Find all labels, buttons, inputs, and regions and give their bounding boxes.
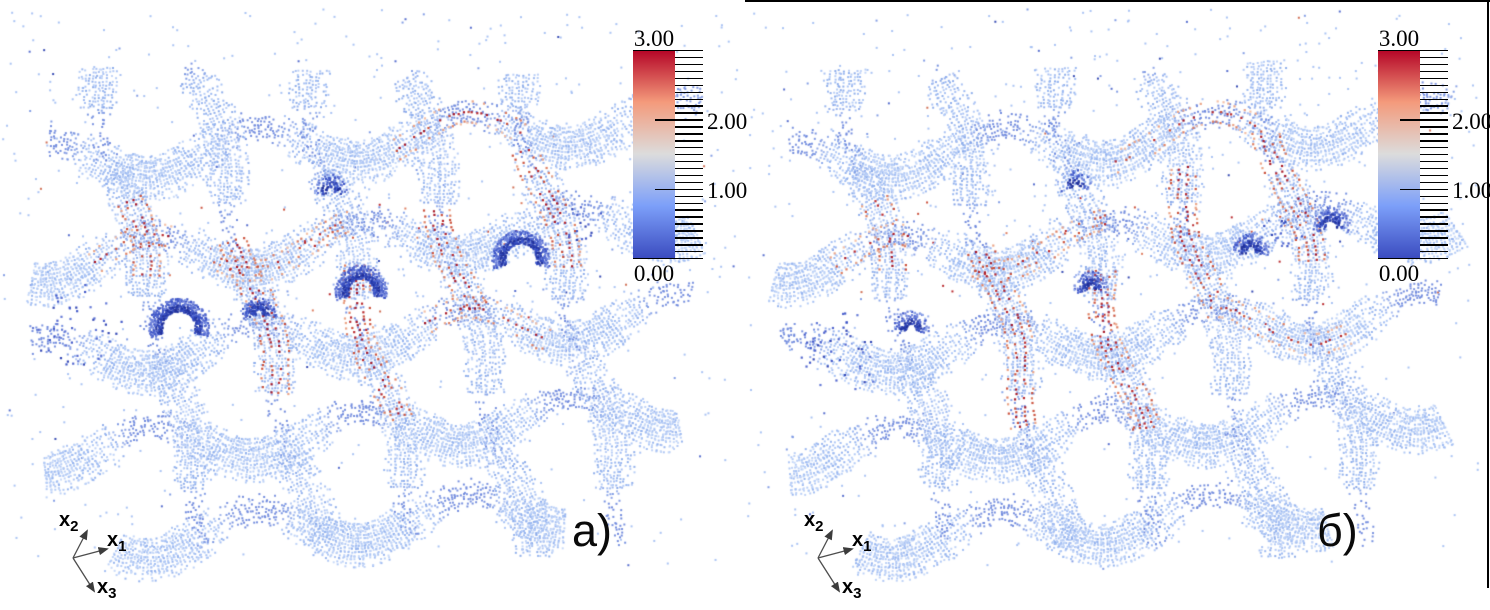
colorbar-minor-tick: [675, 154, 703, 156]
colorbar-b: 3.00 2.00 1.00 0.00: [1378, 27, 1490, 285]
axis-x2-arrow: [72, 529, 88, 559]
colorbar-major-tick: [1378, 50, 1448, 52]
colorbar-minor-tick: [1420, 91, 1448, 93]
colorbar-minor-tick: [675, 160, 703, 163]
colorbar-minor-tick: [1420, 126, 1448, 128]
colorbar-minor-tick: [1420, 202, 1448, 204]
colorbar-major-tick: [655, 188, 703, 191]
colorbar-minor-tick: [1420, 251, 1448, 253]
colorbar-gradient: [1378, 50, 1420, 258]
colorbar-minor-tick: [675, 209, 703, 211]
colorbar-minor-tick: [1420, 244, 1448, 246]
colorbar-minor-tick: [1420, 167, 1448, 170]
colorbar-minor-tick: [1420, 63, 1448, 66]
colorbar-minor-tick: [1420, 77, 1448, 80]
colorbar-gradient: [633, 50, 675, 258]
axis-x3-label: x3: [97, 576, 116, 602]
colorbar-minor-tick: [1420, 237, 1448, 239]
colorbar-label-2: 2.00: [707, 109, 748, 134]
colorbar-minor-tick: [675, 251, 703, 253]
colorbar-minor-tick: [1420, 112, 1448, 114]
colorbar-label-2: 2.00: [1452, 109, 1490, 134]
particle-cloud-a: [0, 0, 745, 610]
colorbar-minor-tick: [675, 133, 703, 135]
colorbar-minor-tick: [1420, 133, 1448, 135]
colorbar-major-tick: [1378, 258, 1448, 260]
colorbar-minor-tick: [675, 56, 703, 59]
panel-a: 3.00 2.00 1.00 0.00 x2 x1 x3 а): [0, 0, 747, 610]
colorbar-label-min: 0.00: [1378, 261, 1420, 286]
colorbar-minor-tick: [675, 77, 703, 80]
colorbar-minor-tick: [1420, 160, 1448, 163]
colorbar-minor-tick: [675, 126, 703, 128]
colorbar-minor-tick: [1420, 230, 1448, 232]
axis-x1-label: x1: [107, 529, 126, 555]
colorbar-minor-tick: [1420, 216, 1448, 218]
colorbar-minor-tick: [1420, 195, 1448, 197]
colorbar-a: 3.00 2.00 1.00 0.00: [633, 27, 747, 285]
colorbar-minor-tick: [675, 70, 703, 73]
colorbar-minor-tick: [675, 167, 703, 170]
colorbar-minor-tick: [675, 112, 703, 114]
colorbar-minor-tick: [1420, 174, 1448, 177]
colorbar-minor-tick: [675, 147, 703, 149]
colorbar-minor-tick: [675, 230, 703, 232]
colorbar-label-1: 1.00: [707, 178, 748, 203]
colorbar-label-1: 1.00: [1452, 178, 1490, 203]
colorbar-minor-tick: [1420, 223, 1448, 225]
colorbar-major-tick: [1400, 119, 1448, 121]
axis-triad-b: x2 x1 x3: [804, 509, 871, 602]
axis-x1-arrow: [72, 547, 109, 559]
particle-cloud-b: [745, 0, 1490, 610]
colorbar-minor-tick: [675, 91, 703, 93]
colorbar-minor-tick: [1420, 147, 1448, 149]
colorbar-label-min: 0.00: [633, 261, 675, 286]
colorbar-minor-tick: [1420, 84, 1448, 87]
colorbar-minor-tick: [675, 223, 703, 225]
axis-x1-label: x1: [852, 529, 871, 555]
colorbar-minor-tick: [1420, 181, 1448, 184]
colorbar-minor-tick: [1420, 140, 1448, 142]
colorbar-minor-tick: [675, 140, 703, 142]
colorbar-minor-tick: [675, 237, 703, 239]
colorbar-minor-tick: [675, 202, 703, 204]
colorbar-minor-tick: [675, 181, 703, 184]
colorbar-major-tick: [633, 50, 703, 52]
axis-x3-label: x3: [842, 576, 861, 602]
axis-x2-label: x2: [59, 509, 78, 535]
colorbar-minor-tick: [675, 63, 703, 66]
axis-x1-arrow: [817, 547, 854, 559]
colorbar-minor-tick: [675, 105, 703, 107]
figure-border-top: [745, 0, 1490, 2]
colorbar-minor-tick: [1420, 70, 1448, 73]
colorbar-label-max: 3.00: [633, 26, 675, 51]
colorbar-label-max: 3.00: [1378, 26, 1420, 51]
axis-x3-arrow: [72, 557, 96, 593]
axis-x3-arrow: [817, 557, 841, 593]
panel-b: 3.00 2.00 1.00 0.00 x2 x1 x3 б): [745, 0, 1490, 610]
axis-triad-a: x2 x1 x3: [59, 509, 126, 602]
colorbar-minor-tick: [675, 244, 703, 246]
panel-label-b: б): [1317, 505, 1358, 556]
colorbar-minor-tick: [675, 84, 703, 87]
colorbar-major-tick: [655, 119, 703, 121]
colorbar-minor-tick: [1420, 154, 1448, 156]
colorbar-major-tick: [633, 258, 703, 260]
figure-border-right: [1487, 0, 1489, 588]
colorbar-minor-tick: [1420, 105, 1448, 107]
colorbar-minor-tick: [675, 216, 703, 218]
colorbar-minor-tick: [1420, 98, 1448, 100]
panel-label-a: а): [572, 505, 613, 556]
colorbar-minor-tick: [1420, 56, 1448, 59]
colorbar-minor-tick: [675, 98, 703, 100]
colorbar-minor-tick: [1420, 209, 1448, 211]
axis-x2-label: x2: [804, 509, 823, 535]
colorbar-minor-tick: [675, 174, 703, 177]
colorbar-minor-tick: [675, 195, 703, 197]
colorbar-major-tick: [1400, 188, 1448, 191]
axis-x2-arrow: [817, 529, 833, 559]
